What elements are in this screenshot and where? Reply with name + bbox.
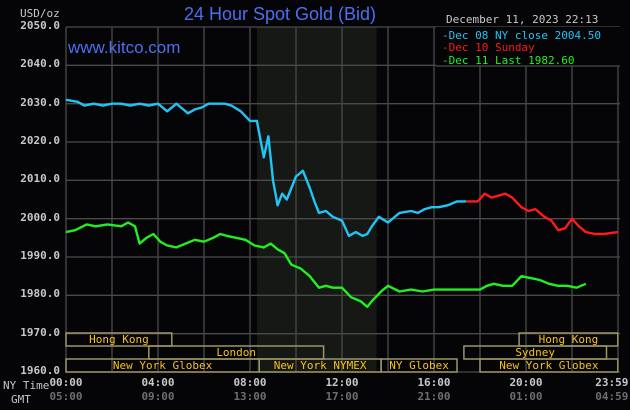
ny-time-tick: 16:00 xyxy=(417,376,451,389)
price-line-series-0 xyxy=(65,98,467,238)
legend-label: Dec 10 Sunday xyxy=(448,41,535,54)
gmt-time-tick: 09:00 xyxy=(141,390,175,403)
session-label: New York Globex xyxy=(113,359,213,372)
nymex-session-shade xyxy=(256,27,377,372)
y-tick-label: 1980.0 xyxy=(20,287,60,301)
y-tick-label: 2030.0 xyxy=(20,95,60,109)
gmt-time-tick: 05:00 xyxy=(49,390,83,403)
session-bar xyxy=(65,332,173,347)
chart-timestamp: December 11, 2023 22:13 xyxy=(446,13,599,26)
y-axis-unit-label: USD/oz xyxy=(20,7,60,20)
legend-label: Dec 08 NY close 2004.50 xyxy=(448,29,601,42)
session-bar xyxy=(518,332,619,347)
y-tick-label: 1990.0 xyxy=(20,249,60,262)
legend-swatch-icon: - xyxy=(442,41,449,54)
ny-time-tick: 12:00 xyxy=(325,376,359,389)
session-label: New York NYMEX xyxy=(274,359,367,372)
y-tick-label: 2050.0 xyxy=(20,19,60,32)
gmt-time-tick: 01:00 xyxy=(509,390,543,403)
y-tick-label: 2010.0 xyxy=(20,172,60,186)
legend-label: Dec 11 Last 1982.60 xyxy=(448,54,575,67)
y-tick-label: 1960.0 xyxy=(20,364,60,377)
ny-time-tick: 00:00 xyxy=(49,376,83,389)
price-line-series-2 xyxy=(65,221,587,308)
ny-time-tick: 08:00 xyxy=(233,376,267,389)
session-label: London xyxy=(216,346,256,359)
chart-title: 24 Hour Spot Gold (Bid) xyxy=(0,4,630,25)
ny-time-tick: 20:00 xyxy=(509,376,543,389)
session-bar xyxy=(479,358,619,373)
gmt-axis-label: GMT xyxy=(11,393,31,406)
legend-swatch-icon: - xyxy=(442,54,449,67)
ny-time-axis-label: NY Time xyxy=(3,379,50,392)
session-bar xyxy=(380,358,458,373)
session-label: New York Globex xyxy=(499,359,599,372)
price-line-series-1 xyxy=(466,192,618,236)
y-tick-label: 2040.0 xyxy=(20,57,60,71)
y-tick-label: 2020.0 xyxy=(20,134,60,147)
session-label: Hong Kong xyxy=(89,333,149,346)
legend-item-dec08: -Dec 08 NY close 2004.50 xyxy=(442,29,601,42)
ny-time-tick: 04:00 xyxy=(141,376,175,389)
y-tick-label: 1970.0 xyxy=(20,325,60,339)
session-label: NY Globex xyxy=(389,359,449,372)
legend-box xyxy=(436,27,620,66)
legend-item-dec11: -Dec 11 Last 1982.60 xyxy=(442,54,574,67)
website-link[interactable]: www.kitco.com xyxy=(68,38,181,57)
y-tick-label: 2000.0 xyxy=(20,210,60,224)
chart-title-text: 24 Hour Spot Gold (Bid) xyxy=(183,4,377,24)
gmt-time-tick: 21:00 xyxy=(417,390,451,403)
session-label: Sydney xyxy=(515,346,555,359)
ny-time-tick: 23:59 xyxy=(595,376,629,389)
session-label: Hong Kong xyxy=(539,333,599,346)
legend-swatch-icon: - xyxy=(442,29,449,42)
gmt-time-tick: 17:00 xyxy=(325,390,359,403)
gmt-time-tick: 04:59 xyxy=(595,390,629,403)
gmt-time-tick: 13:00 xyxy=(233,390,267,403)
legend-item-dec10: -Dec 10 Sunday xyxy=(442,41,535,54)
